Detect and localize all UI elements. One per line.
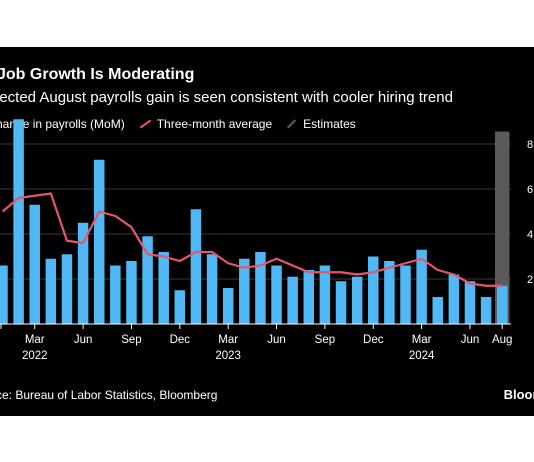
x-tick-label: Mar bbox=[412, 334, 432, 346]
x-tick-year: 2023 bbox=[215, 350, 241, 362]
x-tick-label: Aug bbox=[492, 334, 512, 346]
payroll-bar bbox=[239, 258, 250, 324]
payroll-bar bbox=[93, 159, 105, 324]
y-tick-label: 2 bbox=[527, 274, 533, 286]
payroll-bar bbox=[319, 265, 331, 324]
payroll-bar bbox=[400, 265, 411, 324]
x-tick-label: Jun bbox=[74, 334, 93, 346]
x-tick-label: Jun bbox=[461, 334, 480, 346]
payroll-bar bbox=[448, 274, 460, 324]
x-tick-year: 2024 bbox=[409, 350, 435, 362]
payroll-bar bbox=[158, 252, 169, 324]
payroll-bar bbox=[496, 285, 508, 324]
y-tick-label: 4 bbox=[527, 229, 533, 241]
chart-title: Job Growth Is Moderating bbox=[0, 66, 195, 83]
y-tick-label: 6 bbox=[527, 184, 533, 196]
payroll-bar bbox=[464, 281, 476, 324]
payroll-bar bbox=[287, 276, 298, 324]
legend-item-payrolls: hange in payrolls (MoM) bbox=[0, 117, 125, 131]
payroll-bar bbox=[368, 256, 379, 324]
source-note: ce: Bureau of Labor Statistics, Bloomber… bbox=[0, 388, 218, 402]
payroll-bar bbox=[29, 204, 40, 324]
payroll-bar bbox=[303, 270, 315, 324]
y-tick-label: 8 bbox=[527, 139, 533, 151]
x-tick-label: Dec bbox=[363, 334, 384, 346]
x-tick-label: Mar bbox=[25, 334, 45, 346]
payroll-bar bbox=[432, 297, 443, 324]
payroll-bar bbox=[384, 261, 395, 324]
payroll-bar bbox=[61, 254, 73, 324]
x-tick-year: 2022 bbox=[22, 350, 48, 362]
payroll-bar bbox=[190, 209, 202, 324]
x-tick-label: Sep bbox=[121, 334, 141, 346]
estimate-band bbox=[494, 131, 510, 324]
x-tick-label: Sep bbox=[315, 334, 335, 346]
legend-item-average: Three-month average bbox=[139, 117, 272, 131]
average-line bbox=[1, 192, 503, 287]
payroll-bar bbox=[222, 288, 234, 324]
chart-subtitle: jected August payrolls gain is seen cons… bbox=[0, 89, 453, 106]
payroll-bar bbox=[0, 265, 8, 324]
payroll-bar bbox=[126, 261, 137, 324]
payroll-bar bbox=[110, 265, 121, 324]
payroll-bar bbox=[142, 236, 153, 324]
payroll-bar bbox=[13, 119, 24, 324]
legend: hange in payrolls (MoM) Three-month aver… bbox=[0, 117, 370, 131]
x-tick-label: Jun bbox=[267, 334, 286, 346]
legend-label-average: Three-month average bbox=[156, 117, 273, 131]
payroll-bar bbox=[206, 254, 218, 324]
payroll-bar bbox=[271, 265, 282, 324]
payroll-bar bbox=[335, 281, 347, 324]
payroll-bar bbox=[77, 222, 89, 324]
payroll-bar bbox=[255, 252, 266, 324]
x-tick-label: Dec bbox=[170, 334, 191, 346]
legend-label-payrolls: hange in payrolls (MoM) bbox=[0, 117, 125, 131]
chart-panel: Job Growth Is Moderating jected August p… bbox=[0, 47, 534, 416]
brand-logo-text: Bloomb bbox=[503, 387, 534, 402]
payroll-bar bbox=[351, 276, 363, 324]
legend-label-estimates: Estimates bbox=[303, 117, 356, 131]
payroll-bar bbox=[480, 297, 492, 324]
chart-plot: 2 4 6 8 Mar 2022 Jun Sep Dec Mar 2023 Jun Sep Dec Mar 2… bbox=[0, 119, 533, 362]
payroll-bar bbox=[45, 258, 57, 324]
x-tick-label: Mar bbox=[218, 334, 238, 346]
payroll-bar bbox=[174, 290, 186, 324]
legend-item-estimates: Estimates bbox=[286, 117, 356, 131]
payroll-bar bbox=[416, 249, 427, 324]
